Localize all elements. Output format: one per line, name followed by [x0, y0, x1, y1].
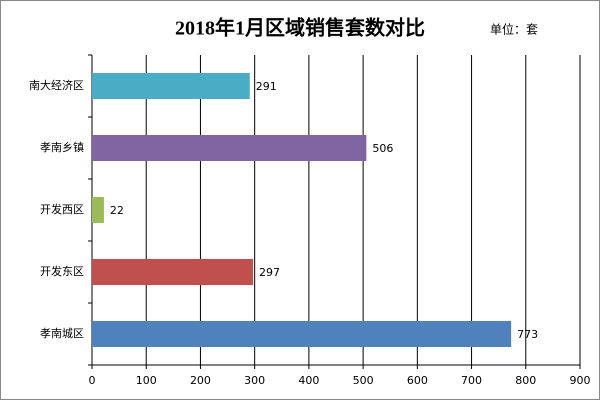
y-tick-label: 孝南城区	[40, 327, 84, 340]
x-tick-label: 300	[244, 374, 265, 387]
bar	[92, 259, 254, 285]
x-tick-label: 200	[190, 374, 211, 387]
y-tick-label: 南大经济区	[29, 78, 84, 92]
y-tick-label: 孝南乡镇	[40, 140, 84, 154]
value-label: 297	[259, 266, 280, 279]
y-tick-label: 开发东区	[40, 264, 84, 278]
x-tick-label: 0	[89, 374, 96, 387]
bar	[92, 197, 104, 223]
x-tick-label: 600	[407, 374, 428, 387]
x-tick-label: 700	[461, 374, 482, 387]
value-label: 506	[372, 142, 393, 155]
bar	[92, 73, 250, 99]
x-tick-label: 100	[136, 374, 157, 387]
value-label: 22	[110, 204, 124, 217]
value-label: 773	[517, 328, 538, 341]
x-tick-label: 900	[570, 374, 591, 387]
value-label: 291	[256, 80, 277, 93]
chart-title: 2018年1月区域销售套数对比	[175, 16, 425, 40]
unit-label: 单位：套	[490, 22, 538, 37]
x-tick-label: 400	[298, 374, 319, 387]
y-tick-label: 开发西区	[40, 202, 84, 216]
x-tick-label: 800	[515, 374, 536, 387]
x-tick-label: 500	[353, 374, 374, 387]
bar	[92, 321, 512, 347]
bar	[92, 135, 367, 161]
